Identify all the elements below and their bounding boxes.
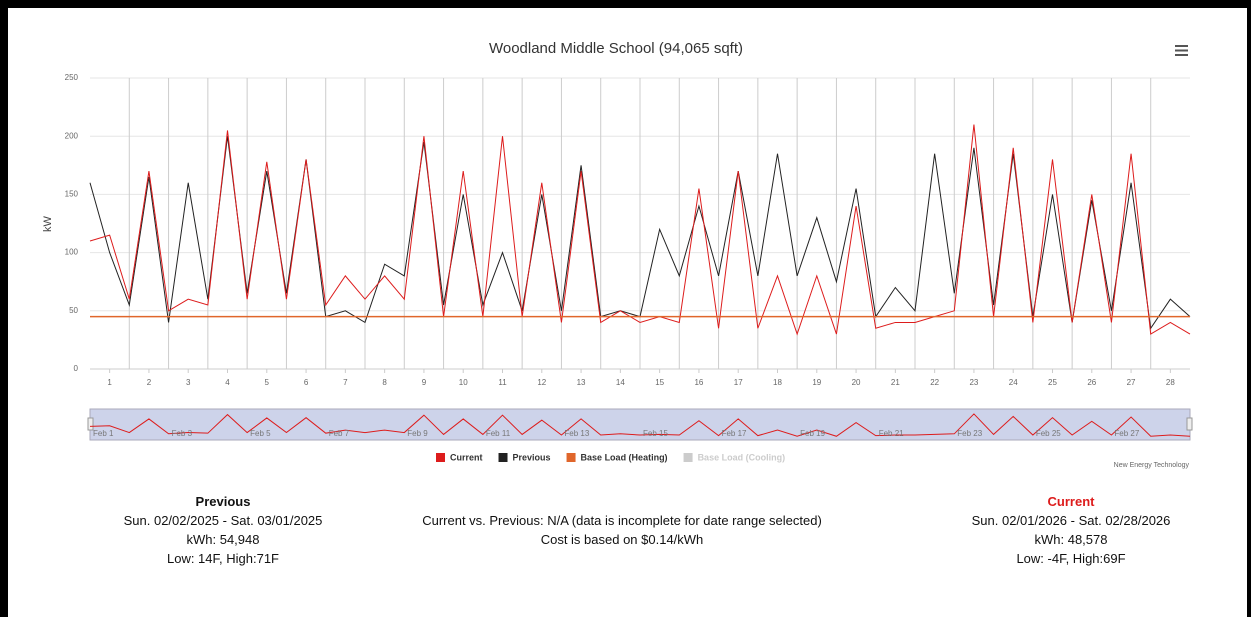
legend-swatch xyxy=(566,453,576,462)
x-tick-label: 28 xyxy=(1166,378,1175,387)
legend-label[interactable]: Base Load (Heating) xyxy=(581,452,668,462)
navigator-handle[interactable] xyxy=(1186,417,1193,431)
navigator-label: Feb 23 xyxy=(957,429,982,438)
x-tick-label: 24 xyxy=(1009,378,1018,387)
menu-icon[interactable] xyxy=(1175,45,1188,56)
navigator-label: Feb 25 xyxy=(1036,429,1061,438)
x-tick-label: 15 xyxy=(655,378,664,387)
previous-summary: Previous Sun. 02/02/2025 - Sat. 03/01/20… xyxy=(58,492,388,568)
x-tick-label: 23 xyxy=(969,378,978,387)
x-tick-label: 16 xyxy=(694,378,703,387)
x-tick-label: 1 xyxy=(107,378,112,387)
page: Woodland Middle School (94,065 sqft) kW … xyxy=(8,8,1247,617)
x-tick-label: 25 xyxy=(1048,378,1057,387)
x-tick-label: 22 xyxy=(930,378,939,387)
navigator-label: Feb 5 xyxy=(250,429,271,438)
temps: Low: 14F, High:71F xyxy=(166,551,279,566)
heading: Current xyxy=(1047,494,1095,509)
legend-label[interactable]: Current xyxy=(450,452,483,462)
navigator-handle[interactable] xyxy=(87,417,94,431)
y-tick-label: 250 xyxy=(65,73,79,82)
range: Sun. 02/01/2026 - Sat. 02/28/2026 xyxy=(971,513,1171,528)
series-line xyxy=(89,124,1191,336)
navigator-label: Feb 9 xyxy=(407,429,428,438)
x-tick-label: 13 xyxy=(577,378,586,387)
x-tick-label: 12 xyxy=(537,378,546,387)
legend-label[interactable]: Previous xyxy=(513,452,551,462)
x-tick-label: 3 xyxy=(186,378,191,387)
x-tick-label: 11 xyxy=(498,378,507,387)
y-tick-label: 0 xyxy=(74,364,79,373)
x-tick-label: 26 xyxy=(1087,378,1096,387)
legend-swatch xyxy=(683,453,693,462)
credit: New Energy Technology xyxy=(1114,462,1190,469)
legend-swatch xyxy=(498,453,508,462)
y-tick-label: 100 xyxy=(65,248,79,257)
navigator-label: Feb 11 xyxy=(486,429,511,438)
x-tick-label: 2 xyxy=(147,378,152,387)
x-tick-label: 17 xyxy=(734,378,743,387)
x-tick-label: 4 xyxy=(225,378,230,387)
chart: Woodland Middle School (94,065 sqft) kW … xyxy=(42,40,1193,469)
x-tick-label: 5 xyxy=(265,378,270,387)
x-tick-label: 9 xyxy=(422,378,427,387)
range: Sun. 02/02/2025 - Sat. 03/01/2025 xyxy=(123,513,323,528)
navigator-label: Feb 7 xyxy=(329,429,350,438)
navigator-label: Feb 3 xyxy=(172,429,193,438)
navigator-label: Feb 15 xyxy=(643,429,668,438)
kwh: kWh: 54,948 xyxy=(186,532,260,547)
x-tick-label: 20 xyxy=(852,378,861,387)
y-tick-label: 150 xyxy=(65,190,79,199)
kwh: kWh: 48,578 xyxy=(1034,532,1108,547)
navigator-label: Feb 13 xyxy=(564,429,589,438)
y-tick-label: 50 xyxy=(69,306,78,315)
navigator-label: Feb 19 xyxy=(800,429,825,438)
comparison-line: Current vs. Previous: N/A (data is incom… xyxy=(422,513,822,528)
x-tick-label: 18 xyxy=(773,378,782,387)
x-tick-label: 14 xyxy=(616,378,625,387)
current-summary: Current Sun. 02/01/2026 - Sat. 02/28/202… xyxy=(906,492,1236,568)
temps: Low: -4F, High:69F xyxy=(1016,551,1126,566)
y-tick-label: 200 xyxy=(65,131,79,140)
x-tick-label: 7 xyxy=(343,378,348,387)
navigator-line xyxy=(89,413,1191,437)
heading: Previous xyxy=(195,494,251,509)
navigator-label: Feb 21 xyxy=(879,429,904,438)
y-axis-label: kW xyxy=(42,215,54,232)
chart-title: Woodland Middle School (94,065 sqft) xyxy=(489,40,743,57)
x-tick-label: 8 xyxy=(382,378,387,387)
x-tick-label: 19 xyxy=(812,378,821,387)
navigator-label: Feb 27 xyxy=(1114,429,1139,438)
navigator-label: Feb 17 xyxy=(722,429,747,438)
comparison: Current vs. Previous: N/A (data is incom… xyxy=(372,511,872,549)
navigator-label: Feb 1 xyxy=(93,429,114,438)
x-tick-label: 10 xyxy=(459,378,468,387)
comparison-line: Cost is based on $0.14/kWh xyxy=(540,532,704,547)
x-tick-label: 6 xyxy=(304,378,309,387)
legend-swatch xyxy=(436,453,445,462)
x-tick-label: 27 xyxy=(1127,378,1136,387)
legend-label[interactable]: Base Load (Cooling) xyxy=(698,452,786,462)
x-tick-label: 21 xyxy=(891,378,900,387)
